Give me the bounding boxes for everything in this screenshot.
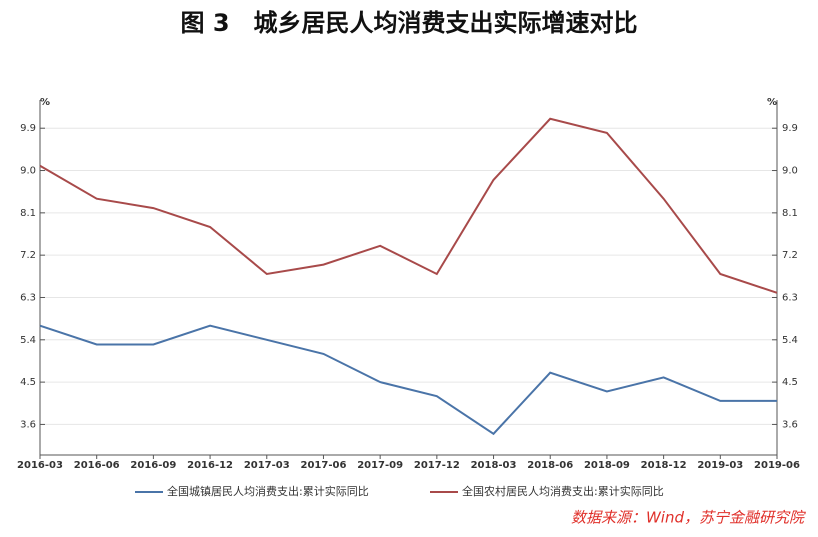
y-tick-label: 3.6 <box>20 419 36 430</box>
y-tick-label: 9.0 <box>20 166 36 177</box>
y-tick-label: 5.4 <box>20 335 36 346</box>
y-tick-label: 7.2 <box>20 250 36 261</box>
y2-tick-label: 6.3 <box>782 292 798 303</box>
x-tick-label: 2019-06 <box>754 460 800 471</box>
y2-tick-label: 7.2 <box>782 250 798 261</box>
y-tick-label: 6.3 <box>20 292 36 303</box>
series-line <box>39 324 777 436</box>
x-tick-label: 2016-03 <box>17 460 63 471</box>
x-tick-label: 2016-06 <box>74 460 120 471</box>
y-tick-label: 4.5 <box>20 377 36 388</box>
x-tick-label: 2017-12 <box>414 460 460 471</box>
legend-label: 全国城镇居民人均消费支出:累计实际同比 <box>167 484 369 498</box>
series-line <box>39 117 778 294</box>
y-tick-label: 9.9 <box>20 123 36 134</box>
x-tick-label: 2016-12 <box>187 460 233 471</box>
x-tick-label: 2017-09 <box>357 460 403 471</box>
legend-label: 全国农村居民人均消费支出:累计实际同比 <box>462 484 664 498</box>
x-tick-label: 2019-03 <box>697 460 743 471</box>
x-tick-label: 2018-09 <box>584 460 630 471</box>
x-tick-label: 2016-09 <box>130 460 176 471</box>
y2-tick-label: 9.0 <box>782 166 798 177</box>
x-tick-label: 2017-06 <box>301 460 347 471</box>
y2-tick-label: 3.6 <box>782 419 798 430</box>
y2-tick-label: 4.5 <box>782 377 798 388</box>
y-tick-label: 8.1 <box>20 208 36 219</box>
x-tick-label: 2018-03 <box>471 460 517 471</box>
y2-tick-label: 5.4 <box>782 335 798 346</box>
y-axis-unit: % <box>40 97 50 108</box>
chart-title: 图 3 城乡居民人均消费支出实际增速对比 <box>180 9 637 37</box>
y2-tick-label: 9.9 <box>782 123 798 134</box>
x-tick-label: 2018-06 <box>527 460 573 471</box>
x-tick-label: 2017-03 <box>244 460 290 471</box>
y2-axis-unit: % <box>767 97 777 108</box>
y2-tick-label: 8.1 <box>782 208 798 219</box>
source-note: 数据来源：Wind，苏宁金融研究院 <box>571 509 806 527</box>
x-tick-label: 2018-12 <box>641 460 687 471</box>
